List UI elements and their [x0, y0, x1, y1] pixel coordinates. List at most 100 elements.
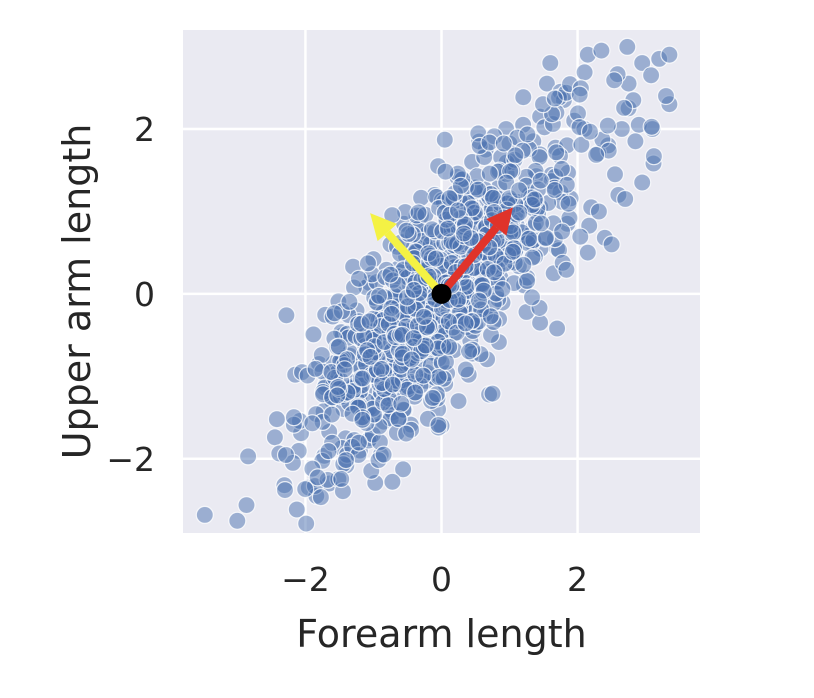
- data-point: [519, 229, 539, 248]
- data-point: [360, 312, 379, 331]
- data-point: [374, 445, 393, 464]
- center-marker-group: [431, 283, 452, 304]
- data-point: [552, 222, 572, 241]
- data-point: [306, 359, 325, 378]
- data-point: [547, 143, 566, 162]
- major-axis-arrow-shaft: [438, 224, 500, 297]
- data-point: [423, 388, 442, 407]
- data-point: [392, 394, 411, 413]
- x-axis-label: Forearm length: [296, 612, 586, 656]
- data-point: [626, 132, 645, 151]
- data-point: [322, 405, 341, 424]
- data-point: [335, 360, 354, 379]
- data-point: [436, 162, 455, 181]
- data-point: [451, 176, 470, 195]
- data-point: [296, 480, 315, 499]
- data-point: [481, 307, 500, 326]
- data-point: [575, 63, 594, 82]
- data-point: [580, 122, 600, 141]
- data-point: [277, 306, 296, 325]
- data-point: [440, 337, 459, 356]
- data-point: [303, 414, 322, 433]
- data-point: [297, 514, 316, 533]
- data-point: [587, 145, 606, 164]
- data-point: [510, 181, 529, 200]
- data-point: [456, 314, 475, 333]
- data-point: [449, 392, 468, 411]
- y-tick-label: −2: [106, 440, 155, 479]
- x-tick-label: −2: [281, 560, 330, 599]
- data-point: [353, 410, 372, 429]
- data-point: [656, 86, 676, 106]
- data-point: [409, 203, 428, 222]
- data-point: [602, 235, 621, 254]
- data-point: [510, 203, 529, 222]
- data-point: [426, 249, 445, 268]
- data-point: [353, 369, 372, 388]
- y-axis-label: Upper arm length: [55, 124, 99, 460]
- data-point: [404, 329, 423, 348]
- data-point: [397, 424, 416, 443]
- data-point: [503, 242, 523, 261]
- data-point: [485, 263, 504, 282]
- data-point: [531, 171, 550, 190]
- data-point: [531, 214, 551, 233]
- data-point: [228, 511, 247, 530]
- data-point: [369, 286, 389, 305]
- data-point: [332, 469, 351, 489]
- data-point: [559, 194, 578, 213]
- data-point: [557, 260, 576, 279]
- arrows: [370, 207, 513, 297]
- minor-axis-arrow-shaft: [384, 229, 445, 297]
- data-point: [644, 147, 664, 166]
- data-point: [616, 189, 635, 209]
- data-point: [429, 415, 448, 434]
- x-tick-labels: −2 0 2: [281, 560, 588, 599]
- data-point: [514, 88, 533, 107]
- data-point: [614, 98, 634, 118]
- data-point: [349, 269, 368, 288]
- data-point: [319, 442, 338, 461]
- data-point: [633, 173, 652, 192]
- data-point: [239, 447, 258, 466]
- data-point: [660, 45, 679, 64]
- data-point: [578, 243, 597, 262]
- minor-axis-arrow: [370, 213, 445, 297]
- data-point: [571, 227, 590, 246]
- major-axis-arrow-head: [486, 207, 513, 236]
- minor-axis-arrow-head: [370, 213, 397, 242]
- y-tick-label: 0: [134, 275, 155, 314]
- data-point: [592, 41, 611, 60]
- data-point: [469, 180, 488, 199]
- data-point: [480, 164, 499, 183]
- data-point: [308, 468, 327, 487]
- x-tick-label: 0: [431, 560, 452, 599]
- data-point: [361, 347, 380, 366]
- data-point: [518, 125, 537, 144]
- data-point: [402, 350, 421, 369]
- data-point: [383, 375, 402, 394]
- data-point: [287, 500, 306, 519]
- data-point: [545, 89, 564, 108]
- data-point: [589, 202, 609, 221]
- data-point: [448, 201, 468, 220]
- data-point: [541, 53, 560, 73]
- data-point: [195, 505, 214, 525]
- data-point: [642, 117, 661, 136]
- data-point: [406, 383, 425, 402]
- data-point: [276, 445, 296, 465]
- data-point: [284, 408, 303, 427]
- data-point: [372, 359, 391, 378]
- data-point: [414, 307, 434, 326]
- data-point: [412, 188, 431, 207]
- data-point: [483, 384, 502, 403]
- data-point: [394, 460, 413, 479]
- data-point: [340, 292, 359, 311]
- data-point: [329, 337, 348, 356]
- data-point: [435, 130, 454, 149]
- data-point: [547, 319, 567, 338]
- data-point: [522, 288, 542, 307]
- data-point: [414, 366, 433, 385]
- data-point: [598, 116, 617, 135]
